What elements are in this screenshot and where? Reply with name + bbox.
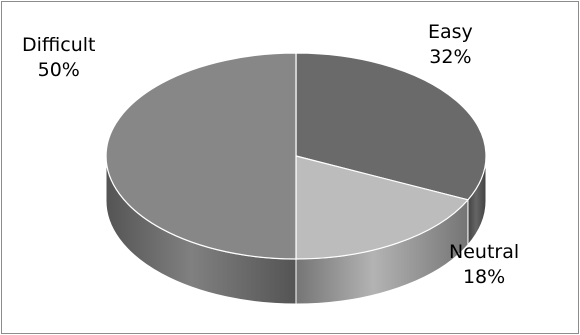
pie-top-layer: [105, 52, 487, 260]
pie-slice-difficult: [105, 52, 297, 260]
pie-slice-neutral: [295, 155, 470, 260]
pie-slice-easy: [295, 52, 487, 201]
slice-label-difficult: Difficult: [22, 34, 96, 56]
data-label-difficult: Difficult 50%: [22, 33, 96, 83]
slice-label-easy: Easy: [428, 21, 473, 43]
slice-value-easy: 32%: [429, 46, 472, 68]
slice-value-neutral: 18%: [462, 266, 506, 288]
data-label-easy: Easy 32%: [428, 20, 473, 70]
slice-value-difficult: 50%: [37, 59, 80, 81]
slice-label-neutral: Neutral: [449, 241, 520, 263]
data-label-neutral: Neutral 18%: [449, 240, 519, 290]
